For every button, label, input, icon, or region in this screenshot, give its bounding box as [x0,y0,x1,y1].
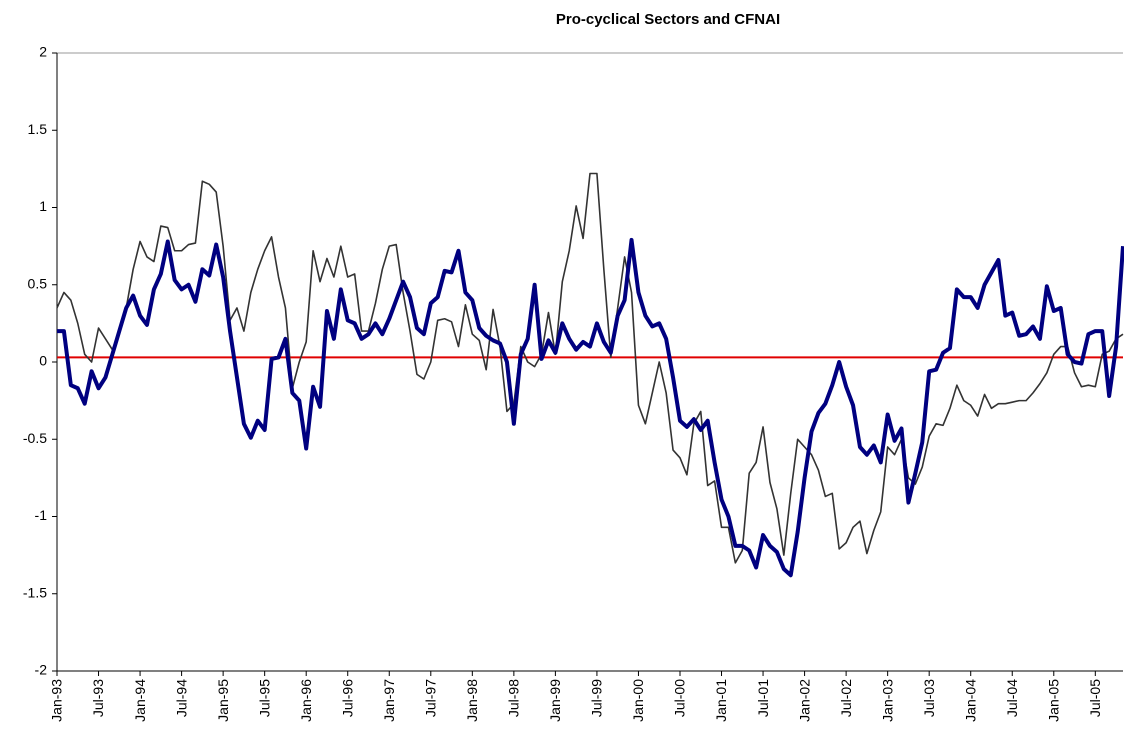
x-tick-label: Jul-01 [755,679,771,717]
y-tick-label: 1 [39,198,47,214]
x-tick-label: Jan-04 [962,679,978,722]
x-tick-label: Jul-94 [173,679,189,717]
x-tick-label: Jan-05 [1045,679,1061,722]
x-tick-label: Jul-00 [672,679,688,717]
x-tick-label: Jul-03 [921,679,937,717]
x-tick-label: Jul-97 [422,679,438,717]
y-tick-label: 0.5 [28,275,48,291]
x-tick-label: Jan-98 [464,679,480,722]
series-line [57,237,1124,578]
x-tick-label: Jul-93 [90,679,106,717]
y-tick-label: 0 [39,353,47,369]
y-tick-label: 1.5 [28,121,48,137]
y-tick-label: -0.5 [23,430,47,446]
x-tick-label: Jan-03 [879,679,895,722]
y-tick-label: -1.5 [23,584,47,600]
x-tick-label: Jul-05 [1087,679,1103,717]
x-tick-label: Jan-93 [49,679,65,722]
x-tick-label: Jan-94 [132,679,148,722]
x-tick-label: Jan-95 [215,679,231,722]
x-tick-label: Jul-96 [339,679,355,717]
x-tick-label: Jul-02 [838,679,854,717]
x-tick-label: Jan-02 [796,679,812,722]
x-tick-label: Jan-99 [547,679,563,722]
x-tick-label: Jan-01 [713,679,729,722]
y-tick-label: -2 [35,662,48,678]
x-tick-label: Jan-97 [381,679,397,722]
chart-title: Pro-cyclical Sectors and CFNAI [556,11,780,28]
x-tick-label: Jul-95 [256,679,272,717]
x-tick-label: Jul-99 [589,679,605,717]
y-tick-label: -1 [35,507,48,523]
x-tick-label: Jul-04 [1004,679,1020,717]
y-tick-label: 2 [39,44,47,60]
x-tick-label: Jan-00 [630,679,646,722]
x-tick-label: Jan-96 [298,679,314,722]
x-tick-label: Jul-98 [506,679,522,717]
series-line [56,172,1124,564]
